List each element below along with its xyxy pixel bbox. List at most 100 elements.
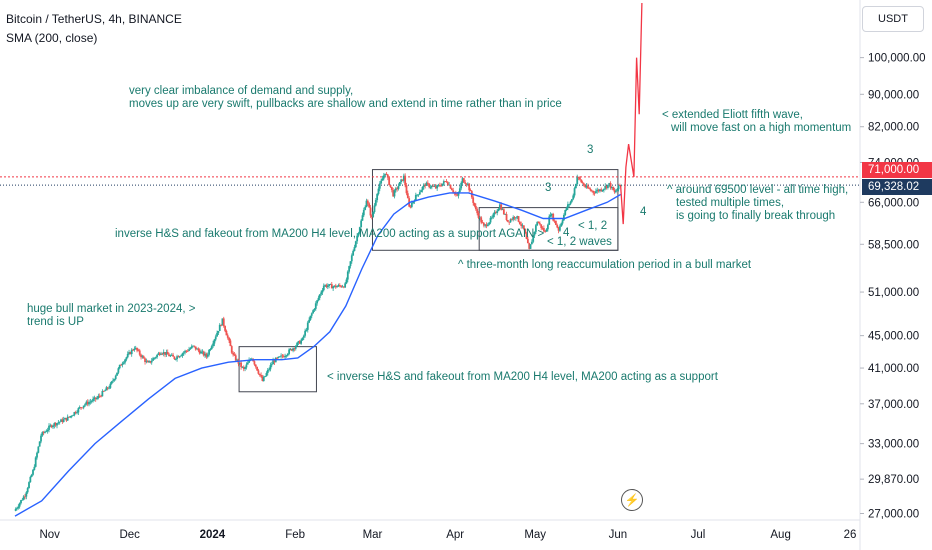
candle-body bbox=[105, 387, 108, 391]
candle-body bbox=[502, 209, 505, 215]
candle-body bbox=[536, 222, 539, 226]
candle-body bbox=[84, 404, 86, 406]
candle-body bbox=[349, 261, 352, 267]
candle-body bbox=[448, 184, 451, 186]
candle-body bbox=[112, 380, 114, 382]
candle-body bbox=[34, 457, 37, 467]
candle-body bbox=[277, 356, 280, 358]
lightning-icon[interactable]: ⚡ bbox=[621, 489, 643, 511]
candle-body bbox=[36, 452, 38, 458]
candle-body bbox=[437, 184, 440, 186]
symbol-title[interactable]: Bitcoin / TetherUS, 4h, BINANCE bbox=[6, 12, 182, 26]
candle-body bbox=[260, 375, 262, 377]
candle-body bbox=[122, 362, 125, 364]
candle-body bbox=[557, 227, 560, 231]
candle-body bbox=[474, 206, 477, 210]
indicator-legend[interactable]: SMA (200, close) bbox=[6, 31, 98, 45]
candle-body bbox=[301, 337, 304, 341]
candle-body bbox=[526, 238, 529, 244]
candle-body bbox=[545, 229, 548, 232]
wave-label-3-mid: 3 bbox=[545, 182, 552, 194]
candle-body bbox=[530, 241, 533, 245]
annotation-bull-line1: huge bull market in 2023-2024, > bbox=[27, 303, 196, 315]
candle-body bbox=[16, 507, 18, 509]
candle-body bbox=[546, 224, 549, 230]
candle-body bbox=[386, 174, 389, 178]
candle-body bbox=[246, 362, 249, 365]
candle-body bbox=[498, 204, 501, 209]
candle-body bbox=[142, 356, 145, 359]
candle-body bbox=[558, 226, 561, 231]
candle-body bbox=[586, 185, 589, 189]
candle-body bbox=[565, 207, 568, 211]
candle-body bbox=[228, 337, 230, 341]
candle-body bbox=[90, 401, 93, 402]
candle-body bbox=[333, 285, 336, 287]
candle-body bbox=[577, 177, 580, 179]
candle-body bbox=[540, 224, 543, 228]
candle-body bbox=[174, 359, 177, 360]
candle-body bbox=[312, 310, 315, 314]
candle-body bbox=[242, 366, 245, 369]
candle-body bbox=[194, 346, 197, 350]
candle-body bbox=[616, 189, 619, 192]
candle-body bbox=[608, 183, 611, 185]
candle-body bbox=[362, 209, 365, 216]
x-tick-label: Apr bbox=[446, 529, 464, 541]
candle-body bbox=[412, 201, 415, 204]
candle-body bbox=[566, 204, 569, 208]
candle-body bbox=[510, 219, 513, 221]
candle-body bbox=[212, 343, 214, 347]
candle-body bbox=[128, 352, 130, 355]
y-tick-label: 90,000.00 bbox=[868, 89, 919, 101]
candle-body bbox=[458, 188, 461, 193]
candle-body bbox=[118, 364, 121, 369]
candle-body bbox=[180, 355, 182, 357]
candle-body bbox=[172, 354, 174, 357]
candle-body bbox=[281, 355, 284, 357]
candle-body bbox=[234, 355, 237, 361]
candle-body bbox=[473, 202, 476, 207]
candle-body bbox=[392, 189, 395, 197]
candle-body bbox=[313, 308, 316, 311]
candle-body bbox=[266, 369, 269, 374]
candle-body bbox=[584, 185, 587, 188]
candle-body bbox=[532, 235, 535, 242]
candle-body bbox=[593, 192, 596, 194]
candle-body bbox=[562, 214, 565, 221]
candle-body bbox=[541, 227, 544, 229]
candle-body bbox=[132, 349, 134, 351]
candle-body bbox=[394, 188, 397, 191]
candle-body bbox=[396, 188, 399, 190]
candle-body bbox=[117, 368, 120, 373]
candle-body bbox=[417, 194, 420, 196]
candle-body bbox=[353, 247, 356, 251]
current-price-tag: 69,328.02 bbox=[862, 179, 932, 195]
candle-body bbox=[550, 214, 553, 216]
candle-body bbox=[316, 300, 319, 304]
candle-body bbox=[605, 185, 608, 188]
candle-body bbox=[493, 212, 496, 215]
candle-body bbox=[96, 397, 98, 400]
candle-body bbox=[170, 354, 173, 356]
y-tick-label: 82,000.00 bbox=[868, 122, 919, 134]
candle-body bbox=[104, 390, 106, 392]
candle-body bbox=[450, 188, 453, 191]
candle-body bbox=[454, 192, 457, 195]
candle-body bbox=[17, 506, 20, 508]
candle-body bbox=[506, 219, 509, 222]
candle-body bbox=[576, 177, 579, 185]
candle-body bbox=[533, 231, 536, 236]
candle-body bbox=[430, 185, 433, 188]
annotation-hs-again: inverse H&S and fakeout from MA200 H4 le… bbox=[115, 228, 545, 240]
candle-body bbox=[418, 192, 421, 195]
candle-body bbox=[14, 508, 17, 511]
candle-body bbox=[382, 175, 385, 179]
candle-body bbox=[370, 215, 373, 218]
candle-body bbox=[578, 177, 581, 180]
candle-body bbox=[512, 217, 515, 220]
candle-body bbox=[25, 492, 28, 497]
candle-body bbox=[416, 194, 419, 196]
currency-button[interactable]: USDT bbox=[862, 6, 924, 32]
